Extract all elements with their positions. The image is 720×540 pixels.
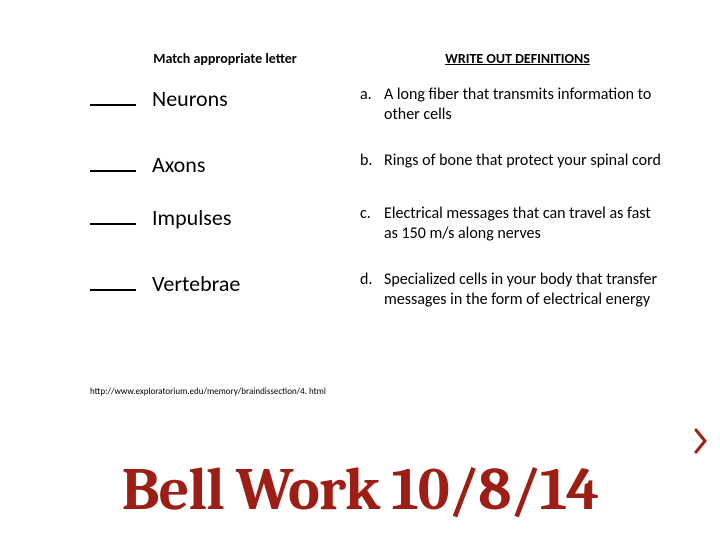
def-text: Rings of bone that protect your spinal c… — [384, 151, 675, 171]
match-row: Axons b. Rings of bone that protect your… — [90, 151, 675, 178]
def-text: A long fiber that transmits information … — [384, 85, 675, 125]
header-left: Match appropriate letter — [90, 50, 360, 67]
header-right: WRITE OUT DEFINITIONS — [360, 50, 675, 67]
definition-c: c. Electrical messages that can travel a… — [360, 204, 675, 244]
def-text: Specialized cells in your body that tran… — [384, 270, 675, 310]
term-neurons: Neurons — [90, 85, 360, 112]
definition-b: b. Rings of bone that protect your spina… — [360, 151, 675, 171]
term-label: Neurons — [152, 85, 228, 112]
blank-line — [90, 104, 136, 106]
def-text: Electrical messages that can travel as f… — [384, 204, 675, 244]
term-label: Axons — [152, 151, 205, 178]
match-row: Neurons a. A long fiber that transmits i… — [90, 85, 675, 125]
def-letter: c. — [360, 204, 384, 244]
term-impulses: Impulses — [90, 204, 360, 231]
chevron-right-icon — [694, 428, 708, 454]
def-letter: b. — [360, 151, 384, 171]
term-label: Impulses — [152, 204, 231, 231]
headers-row: Match appropriate letter WRITE OUT DEFIN… — [90, 50, 675, 67]
blank-line — [90, 289, 136, 291]
slide-title: Bell Work 10/8/14 — [0, 455, 720, 524]
match-row: Vertebrae d. Specialized cells in your b… — [90, 270, 675, 310]
def-letter: d. — [360, 270, 384, 310]
def-letter: a. — [360, 85, 384, 125]
definition-d: d. Specialized cells in your body that t… — [360, 270, 675, 310]
term-vertebrae: Vertebrae — [90, 270, 360, 297]
match-row: Impulses c. Electrical messages that can… — [90, 204, 675, 244]
source-link: http://www.exploratorium.edu/memory/brai… — [90, 386, 326, 397]
blank-line — [90, 223, 136, 225]
definition-a: a. A long fiber that transmits informati… — [360, 85, 675, 125]
term-axons: Axons — [90, 151, 360, 178]
term-label: Vertebrae — [152, 270, 240, 297]
blank-line — [90, 170, 136, 172]
